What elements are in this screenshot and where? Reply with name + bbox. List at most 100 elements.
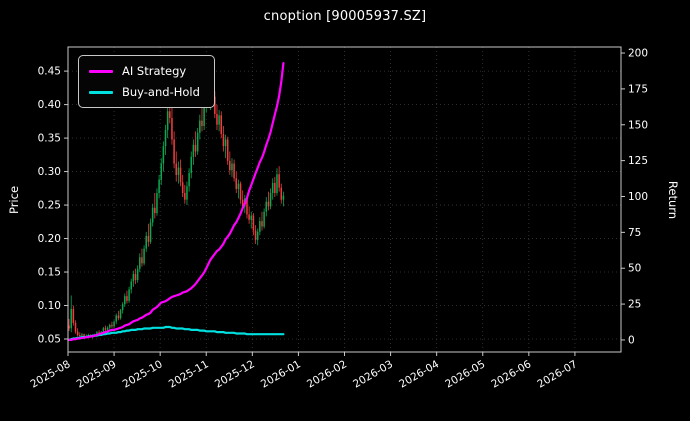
buy-and-hold-line-swatch [89,90,113,94]
y-right-tick-label: 75 [628,227,641,239]
candle-body-up [149,222,152,242]
ai-strategy-line [67,61,285,341]
y-left-tick-label: 0.15 [38,267,61,279]
candle-body-down [147,235,150,242]
candle-body-up [81,334,83,336]
candle-body-up [250,215,253,220]
candle-body-up [156,193,158,214]
candle-body-up [269,193,272,207]
y-left-tick-label: 0.20 [38,233,61,245]
candle-body-up [237,183,240,189]
candle-body-down [222,134,225,147]
y-right-tick-label: 125 [628,155,648,167]
candle-body-down [181,182,184,194]
candle-body-down [76,331,79,335]
x-tick-label: 2026-04 [397,358,441,390]
candle-body-down [261,221,263,227]
x-tick-label: 2026-05 [443,358,487,390]
x-tick-label: 2025-10 [121,358,165,390]
candle-body-down [126,296,128,301]
candle-body-down [239,183,242,200]
candle-body-up [143,248,145,264]
candle-body-up [190,156,193,173]
candle-body-up [115,315,117,322]
candle-body-up [145,235,148,249]
candle-body-up [259,221,261,232]
candle-body-down [252,215,255,231]
candle-body-up [113,321,115,327]
candle-body-down [171,117,173,140]
candle-body-up [160,163,163,180]
candle-body-down [216,113,218,125]
legend-label-ai-strategy: AI Strategy [122,64,187,78]
candle-body-down [194,144,197,152]
candle-body-down [141,257,143,264]
candle-body-down [83,334,85,337]
y-left-tick-label: 0.10 [38,300,61,312]
candle-body-up [136,268,139,281]
candle-body-up [177,167,180,175]
y-left-tick-label: 0.35 [38,133,61,145]
candle-body-up [224,139,227,147]
candle-body-up [109,324,111,328]
candle-body-up [263,211,265,227]
candle-body-up [158,179,160,194]
candle-body-up [188,172,190,187]
y-right-tick-label: 0 [628,334,635,346]
candle-body-down [72,308,75,323]
candle-body-up [256,231,259,240]
y-left-tick-label: 0.40 [38,99,61,111]
candle-body-up [164,130,167,147]
candle-body-down [175,163,178,175]
candle-body-down [173,139,175,164]
candle-body-up [121,304,124,311]
y-left-tick-label: 0.25 [38,200,61,212]
candle-body-down [233,163,235,179]
candle-body-up [162,146,165,164]
candle-body-down [229,160,231,171]
left-axis-label: Price [7,185,21,215]
y-right-tick-label: 25 [628,299,641,311]
candle-body-down [134,274,137,281]
legend-item-buy-and-hold: Buy-and-Hold [89,85,200,99]
candle-body-down [68,325,70,329]
candle-body-up [203,107,205,127]
candle-body-down [246,198,248,215]
candle-body-down [154,207,156,214]
candle-body-up [124,296,126,305]
candle-body-down [79,334,81,336]
x-tick-label: 2025-11 [167,358,211,390]
candle-body-up [271,182,274,194]
candle-body-down [74,322,77,332]
x-tick-label: 2025-09 [75,358,119,390]
candle-body-down [111,324,113,327]
candle-body-down [267,201,270,207]
candle-body-up [186,186,188,200]
candle-body-up [151,207,154,223]
candle-body-down [98,332,100,334]
candle-body-up [128,289,130,301]
candle-body-down [214,96,216,114]
legend-item-ai-strategy: AI Strategy [89,64,200,78]
y-right-tick-label: 150 [628,119,648,131]
candle-body-up [166,111,169,131]
candle-body-down [117,315,120,319]
candle-body-down [220,115,223,135]
y-right-tick-label: 175 [628,83,648,95]
y-right-tick-label: 50 [628,263,641,275]
candle-body-up [276,174,278,194]
candle-body-up [102,328,105,332]
x-tick-label: 2026-02 [305,358,349,390]
y-left-tick-label: 0.45 [38,66,61,78]
candle-body-down [235,178,238,189]
chart-title: cnoption [90005937.SZ] [263,9,427,24]
x-tick-label: 2025-12 [213,358,257,390]
x-tick-label: 2026-06 [489,358,533,390]
candle-body-down [169,111,171,118]
x-tick-label: 2026-03 [351,358,395,390]
x-tick-label: 2025-08 [29,358,73,390]
candle-body-down [278,174,280,188]
candle-body-up [199,120,201,133]
x-tick-label: 2026-01 [259,358,303,390]
